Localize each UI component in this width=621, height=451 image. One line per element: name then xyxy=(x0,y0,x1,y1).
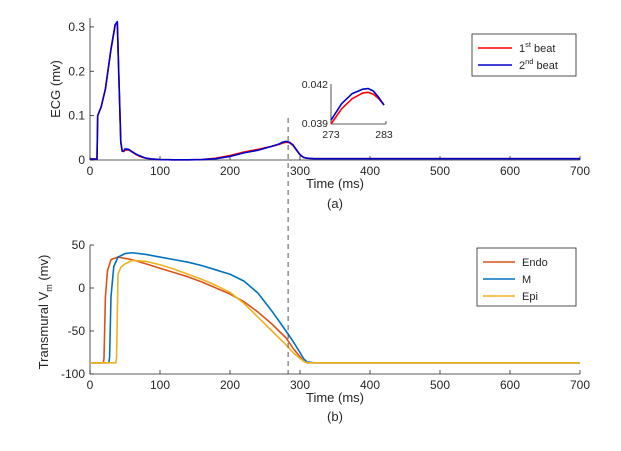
inset-series-lines xyxy=(330,87,385,125)
panel-a-x-tick-label: 300 xyxy=(290,164,310,178)
inset-series-1st-beat xyxy=(330,91,385,125)
panel-a-inset: 0.042 0.039 273 283 xyxy=(302,79,393,141)
legend-label-m: M xyxy=(522,274,531,286)
panel-b-series-epi xyxy=(90,259,580,364)
legend-label-1st-beat: 1st beat xyxy=(519,40,555,55)
panel-b-x-tick-label: 500 xyxy=(430,378,450,392)
inset-x-tick-label-left: 273 xyxy=(322,129,340,141)
panel-a-x-tick-label: 100 xyxy=(150,164,170,178)
panel-b-y-axis-label: Transmural Vm (mv) xyxy=(36,255,54,370)
panel-b-x-tick-label: 300 xyxy=(290,378,310,392)
panel-a-caption: (a) xyxy=(327,196,343,211)
panel-b-x-tick-label: 400 xyxy=(360,378,380,392)
panel-a-x-tick-label: 700 xyxy=(570,164,590,178)
panel-b-series-lines xyxy=(90,251,580,364)
panel-a-y-tick-label: 0.3 xyxy=(68,20,85,34)
panel-a-y-ticks: 0 0.1 0.2 0.3 xyxy=(68,20,94,167)
panel-b-caption: (b) xyxy=(327,409,343,424)
panel-b-x-ticks: 0 100 200 300 400 500 600 700 xyxy=(87,370,590,392)
panel-b-x-tick-label: 600 xyxy=(500,378,520,392)
panel-a-legend: 1st beat 2nd beat xyxy=(471,33,577,77)
panel-b-x-tick-label: 700 xyxy=(570,378,590,392)
panel-a-legend-box xyxy=(471,33,577,77)
panel-a-x-tick-label: 0 xyxy=(87,164,94,178)
inset-series-2nd-beat xyxy=(330,87,385,121)
panel-a-series-lines xyxy=(90,20,580,161)
panel-b-y-tick-label: -50 xyxy=(68,324,86,338)
panel-b-y-tick-label: 50 xyxy=(72,238,86,252)
panel-a-x-tick-label: 600 xyxy=(500,164,520,178)
panel-a-y-tick-label: 0 xyxy=(78,153,85,167)
panel-b-legend: Endo M Epi xyxy=(476,247,577,307)
panel-a-x-tick-label: 500 xyxy=(430,164,450,178)
panel-b-y-ticks: -100 -50 0 50 xyxy=(61,238,94,381)
panel-b-x-tick-label: 200 xyxy=(220,378,240,392)
panel-b-x-axis-label: Time (ms) xyxy=(306,390,364,405)
inset-y-tick-label-top: 0.042 xyxy=(302,79,328,91)
legend-label-endo: Endo xyxy=(522,257,548,269)
panel-a-y-tick-label: 0.2 xyxy=(68,64,85,78)
panel-b-plot-area xyxy=(89,245,580,375)
legend-label-2nd-beat: 2nd beat xyxy=(519,57,558,72)
panel-a-y-axis-label: ECG (mv) xyxy=(48,60,63,118)
panel-b-x-tick-label: 0 xyxy=(87,378,94,392)
inset-x-tick-label-right: 283 xyxy=(375,129,393,141)
panel-a-series-2nd-beat xyxy=(90,20,580,161)
panel-b-transmural-chart: 0 100 200 300 400 500 600 700 -100 -50 0 50 Time (… xyxy=(36,238,590,424)
panel-b-y-tick-label: -100 xyxy=(61,367,85,381)
legend-label-epi: Epi xyxy=(522,291,538,303)
panel-b-x-tick-label: 100 xyxy=(150,378,170,392)
panel-a-x-ticks: 0 100 200 300 400 500 600 700 xyxy=(87,156,590,178)
inset-y-tick-label-bottom: 0.039 xyxy=(302,118,328,130)
panel-b-y-tick-label: 0 xyxy=(78,281,85,295)
panel-a-x-axis-label: Time (ms) xyxy=(306,176,364,191)
panel-a-y-tick-label: 0.1 xyxy=(68,109,85,123)
panel-a-x-tick-label: 400 xyxy=(360,164,380,178)
panel-a-x-tick-label: 200 xyxy=(220,164,240,178)
panel-a-ecg-chart: 0 100 200 300 400 500 600 700 0 0.1 0.2 0.3 Time (… xyxy=(48,18,590,211)
